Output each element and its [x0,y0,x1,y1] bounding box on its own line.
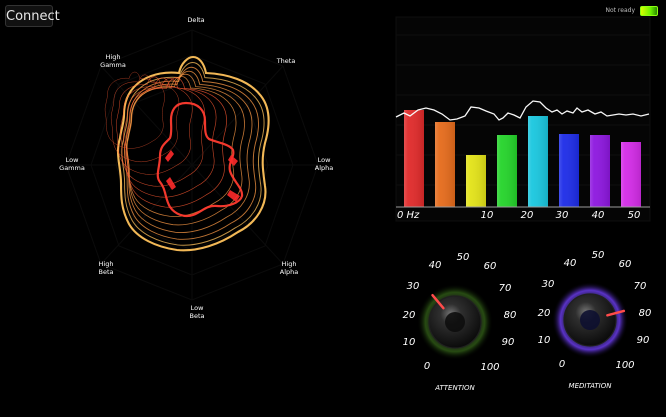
radar-contour [126,75,237,217]
radar-label-high-gamma: High Gamma [100,53,126,69]
meditation-tick-20: 20 [538,308,551,319]
radar-label-high-alpha: High Alpha [280,260,298,276]
meditation-tick-100: 100 [615,360,634,371]
meditation-tick-30: 30 [542,279,555,290]
meditation-needle [606,309,626,317]
attention-tick-20: 20 [403,310,416,321]
spectrum-bar-shine-5 [528,116,548,207]
meditation-tick-40: 40 [564,258,577,269]
spectrum-axis-label-1: 10 [481,210,494,221]
radar-contour [121,62,265,246]
meditation-center-cap [580,310,600,330]
spectrum-bar-shine-7 [590,135,610,207]
radar-contours [104,55,270,252]
radar-contour [104,71,165,149]
connect-button[interactable]: Connect [5,5,60,27]
radar-spike [166,177,176,190]
attention-tick-60: 60 [484,261,497,272]
spectrum-axis-label-4: 40 [592,210,605,221]
spectrum-bar-shine-6 [559,134,579,207]
spectrum-bar-shine-8 [621,142,641,207]
radar-contour [116,55,270,252]
radar-contour [110,74,180,163]
meditation-tick-0: 0 [559,359,565,370]
meditation-tick-50: 50 [592,250,605,261]
radar-label-delta: Delta [187,16,204,24]
spectrum-axis-label-5: 50 [628,210,641,221]
radar-label-low-alpha: Low Alpha [315,156,333,172]
attention-tick-80: 80 [504,310,517,321]
radar-label-theta: Theta [276,57,296,65]
attention-tick-0: 0 [424,361,430,372]
spectrum-axis-labels: 0 Hz 10 20 30 40 50 [397,210,640,221]
attention-tick-40: 40 [429,260,442,271]
spectrum-bar-shine-4 [497,135,517,207]
signal-strength-icon [640,6,658,16]
spectrum-axis-label-2: 20 [521,210,534,221]
spectrum-axis-label-0: 0 Hz [397,210,420,221]
spectrum-bars [404,110,641,207]
radar-label-low-gamma: Low Gamma [59,156,85,172]
radar-spike [228,155,238,166]
attention-tick-30: 30 [407,281,420,292]
spectrum-bar-shine-1 [404,110,424,207]
status-text: Not ready [605,7,635,14]
status-area: Not ready [606,6,658,16]
radar-contour [120,77,205,187]
meditation-tick-90: 90 [637,335,650,346]
attention-tick-100: 100 [480,362,499,373]
radar-labels: Delta High Gamma Theta Low Gamma Low Alpha High B… [59,16,333,320]
radar-spike [227,190,240,202]
radar-spike [165,150,174,162]
attention-needle [431,293,445,310]
spectrum-line [395,100,650,121]
meditation-tick-80: 80 [639,308,652,319]
spectrum-axis-label-3: 30 [556,210,569,221]
radar-label-high-beta: High Beta [99,260,114,276]
radar-contour [125,77,227,208]
radar-contour [123,77,217,198]
meditation-tick-70: 70 [634,281,647,292]
attention-tick-50: 50 [457,252,470,263]
radar-contour [115,76,193,175]
attention-tick-10: 10 [403,337,416,348]
spectrum-bar-shine-3 [466,155,486,207]
attention-center-cap [445,312,465,332]
attention-tick-90: 90 [502,337,515,348]
attention-label: ATTENTION [434,384,475,392]
spectrum-panel [395,16,651,222]
meditation-tick-60: 60 [619,259,632,270]
attention-tick-70: 70 [499,283,512,294]
meditation-label: MEDITATION [569,382,613,390]
radar-label-low-beta: Low Beta [190,304,205,320]
radar-contour [124,66,259,240]
spectrum-bar-shine-2 [435,122,455,207]
meditation-tick-10: 10 [538,335,551,346]
